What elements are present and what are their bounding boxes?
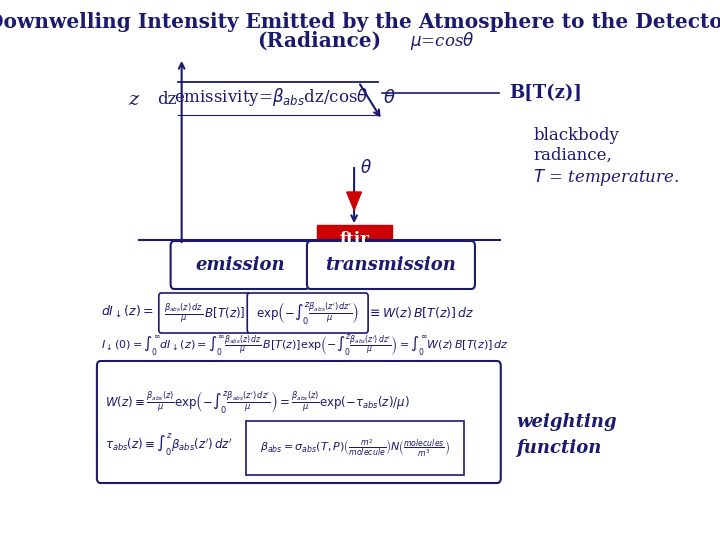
Text: $\theta$: $\theta$ [383, 89, 396, 107]
Text: $\theta$: $\theta$ [360, 159, 372, 177]
Text: $dI_{\downarrow}(z) = $: $dI_{\downarrow}(z) = $ [101, 304, 153, 320]
Text: $\frac{\beta_{abs}(z)\,dz}{\mu}\,B[T(z)]$: $\frac{\beta_{abs}(z)\,dz}{\mu}\,B[T(z)]… [163, 301, 246, 325]
FancyBboxPatch shape [307, 241, 475, 289]
Text: $T$ = temperature.: $T$ = temperature. [534, 166, 680, 187]
Text: $\mu$=cos$\theta$: $\mu$=cos$\theta$ [410, 30, 474, 52]
Text: dz: dz [157, 91, 176, 109]
Text: $\exp\!\left(-\int_0^z\frac{\beta_{abs}(z^{\prime})\,dz^{\prime}}{\mu}\right)$: $\exp\!\left(-\int_0^z\frac{\beta_{abs}(… [256, 300, 359, 326]
FancyBboxPatch shape [246, 421, 464, 475]
FancyBboxPatch shape [171, 241, 309, 289]
Text: $\equiv W(z)\,B[T(z)]\,dz$: $\equiv W(z)\,B[T(z)]\,dz$ [367, 306, 474, 321]
Polygon shape [347, 192, 361, 210]
Text: transmission: transmission [325, 256, 456, 274]
Text: blackbody: blackbody [534, 126, 619, 144]
Text: (Radiance): (Radiance) [258, 31, 382, 51]
Text: $\tau_{abs}(z)\equiv\int_0^z\beta_{abs}(z^{\prime})\,dz^{\prime}$: $\tau_{abs}(z)\equiv\int_0^z\beta_{abs}(… [105, 432, 233, 458]
Text: B[T(z)]: B[T(z)] [509, 84, 582, 102]
Text: Downwelling Intensity Emitted by the Atmosphere to the Detector: Downwelling Intensity Emitted by the Atm… [0, 12, 720, 32]
FancyBboxPatch shape [247, 293, 368, 333]
FancyBboxPatch shape [97, 361, 501, 483]
FancyBboxPatch shape [317, 225, 392, 255]
Text: $W(z)\equiv\frac{\beta_{abs}(z)}{\mu}\exp\!\left(-\int_0^z\frac{\beta_{abs}(z^{\: $W(z)\equiv\frac{\beta_{abs}(z)}{\mu}\ex… [105, 389, 410, 415]
Text: z: z [128, 91, 138, 109]
Text: ftir: ftir [339, 232, 369, 248]
Text: emissivity=$\beta_{abs}$dz/cos$\theta$: emissivity=$\beta_{abs}$dz/cos$\theta$ [174, 86, 369, 108]
Text: radiance,: radiance, [534, 146, 612, 164]
FancyBboxPatch shape [159, 293, 250, 333]
Text: $I_{\downarrow}(0)=\int_0^\infty dI_{\downarrow}(z)=\int_0^\infty\frac{\beta_{ab: $I_{\downarrow}(0)=\int_0^\infty dI_{\do… [101, 332, 508, 358]
Text: function: function [516, 439, 602, 457]
Text: emission: emission [195, 256, 284, 274]
Text: weighting: weighting [516, 413, 617, 431]
Text: $\beta_{abs}=\sigma_{abs}(T,P)\left(\frac{m^2}{molecule}\right)N\left(\frac{mole: $\beta_{abs}=\sigma_{abs}(T,P)\left(\fra… [260, 437, 450, 458]
